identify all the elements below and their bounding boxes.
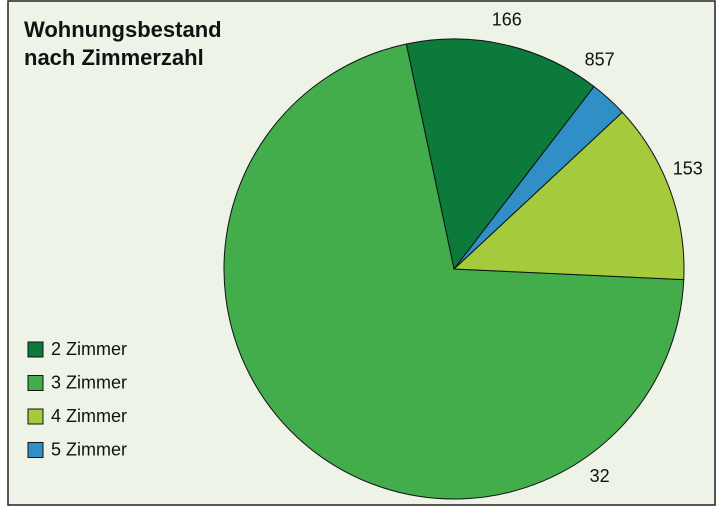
legend-label: 3 Zimmer — [51, 372, 127, 392]
legend-swatch — [27, 375, 44, 391]
legend-label: 2 Zimmer — [51, 339, 127, 359]
pie-slice — [405, 38, 595, 271]
pie-slice — [223, 43, 685, 500]
legend-label: 4 Zimmer — [51, 406, 127, 426]
legend-label: 5 Zimmer — [51, 439, 127, 459]
legend-swatch — [27, 341, 44, 358]
pie-slice — [453, 85, 624, 270]
data-label: 153 — [673, 159, 703, 179]
chart-title: Wohnungsbestand nach Zimmerzahl — [24, 17, 222, 70]
legend-swatch — [27, 442, 44, 458]
pie-slice — [452, 111, 685, 281]
data-label: 166 — [492, 9, 522, 29]
data-label: 857 — [585, 50, 615, 70]
legend-swatch — [27, 408, 44, 425]
data-label: 32 — [590, 466, 610, 486]
